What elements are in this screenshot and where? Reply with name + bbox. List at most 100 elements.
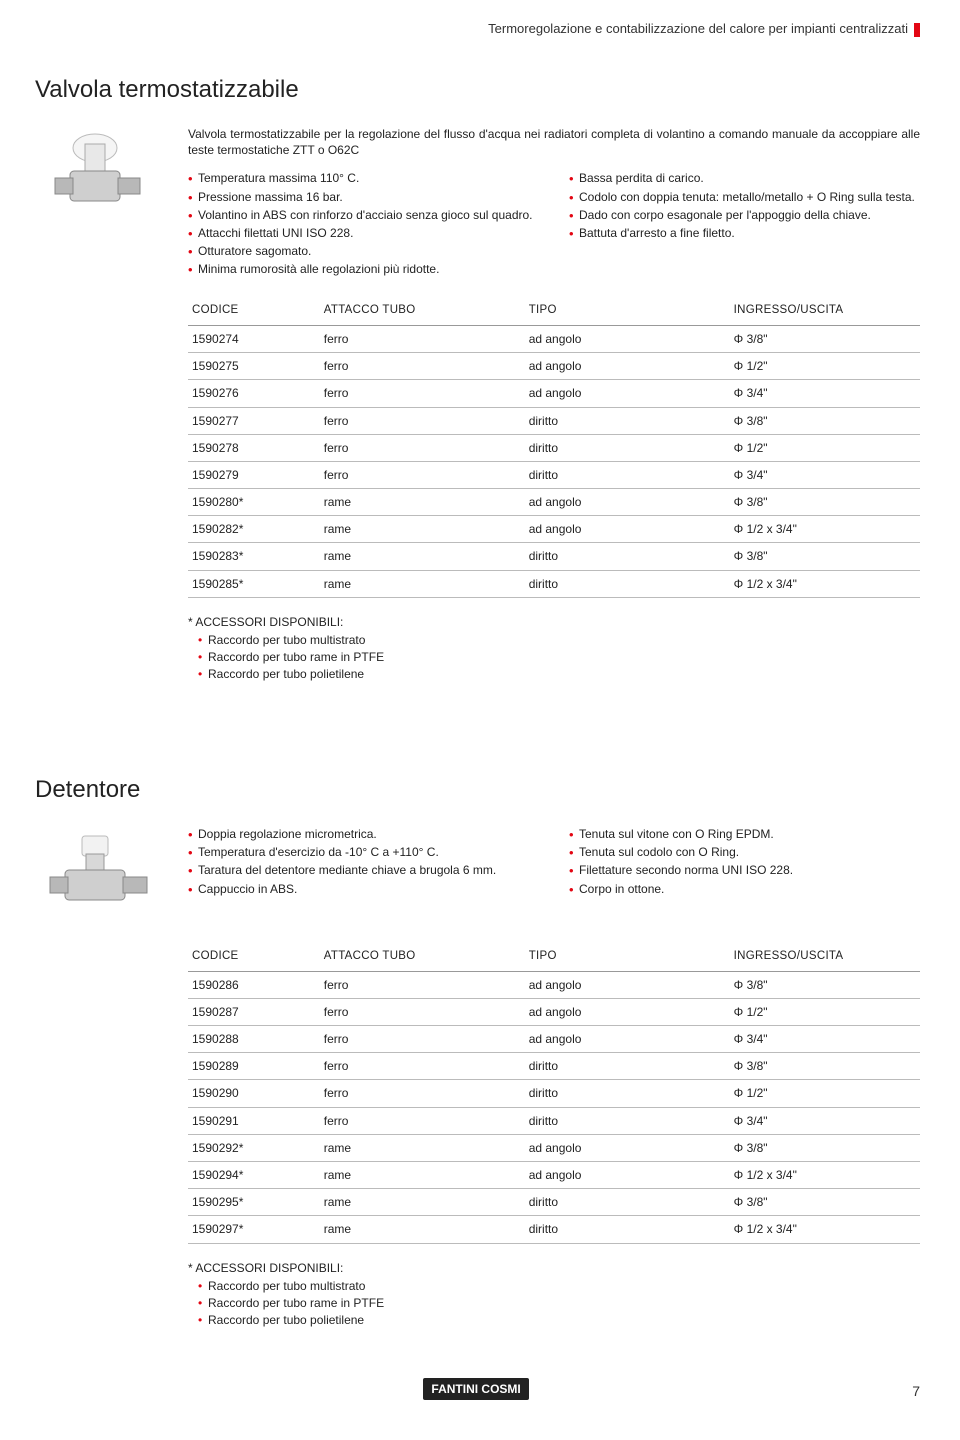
table-cell: Φ 3/4" (730, 1107, 920, 1134)
section1-right-list: Bassa perdita di carico.Codolo con doppi… (569, 170, 920, 279)
bullet-item: Taratura del detentore mediante chiave a… (188, 862, 539, 878)
table-cell: ad angolo (525, 380, 730, 407)
footer-logo: FANTINI COSMI (423, 1378, 528, 1400)
table-cell: 1590280* (188, 489, 320, 516)
table-cell: Φ 3/8" (730, 489, 920, 516)
section2-image-col (40, 826, 170, 925)
table-cell: diritto (525, 434, 730, 461)
table-cell: diritto (525, 461, 730, 488)
table-row: 1590277ferrodirittoΦ 3/8" (188, 407, 920, 434)
table-row: 1590287ferroad angoloΦ 1/2" (188, 998, 920, 1025)
table-cell: rame (320, 1161, 525, 1188)
table-cell: rame (320, 489, 525, 516)
bullet-item: Attacchi filettati UNI ISO 228. (188, 225, 539, 241)
table-cell: 1590287 (188, 998, 320, 1025)
table-cell: ferro (320, 998, 525, 1025)
table-cell: Φ 3/8" (730, 1053, 920, 1080)
section2-title: Detentore (35, 774, 920, 806)
section1-accessori-list: Raccordo per tubo multistratoRaccordo pe… (188, 632, 920, 683)
table-cell: 1590295* (188, 1189, 320, 1216)
table-cell: Φ 3/8" (730, 1189, 920, 1216)
bullet-item: Filettature secondo norma UNI ISO 228. (569, 862, 920, 878)
section2-accessori-list: Raccordo per tubo multistratoRaccordo pe… (188, 1278, 920, 1329)
bullet-item: Temperatura d'esercizio da -10° C a +110… (188, 844, 539, 860)
bullet-item: Volantino in ABS con rinforzo d'acciaio … (188, 207, 539, 223)
bullet-item: Dado con corpo esagonale per l'appoggio … (569, 207, 920, 223)
table-row: 1590289ferrodirittoΦ 3/8" (188, 1053, 920, 1080)
bullet-item: Battuta d'arresto a fine filetto. (569, 225, 920, 241)
table-cell: ad angolo (525, 1026, 730, 1053)
table-cell: ad angolo (525, 998, 730, 1025)
table-row: 1590297*ramedirittoΦ 1/2 x 3/4" (188, 1216, 920, 1243)
table-cell: 1590294* (188, 1161, 320, 1188)
table-cell: ad angolo (525, 516, 730, 543)
bullet-item: Raccordo per tubo multistrato (198, 632, 920, 648)
table-cell: diritto (525, 570, 730, 597)
section2-block: Doppia regolazione micrometrica. Temperat… (40, 826, 920, 925)
table-cell: ferro (320, 434, 525, 461)
table-cell: rame (320, 1216, 525, 1243)
table-row: 1590276ferroad angoloΦ 3/4" (188, 380, 920, 407)
header-title: Termoregolazione e contabilizzazione del… (488, 21, 908, 36)
table-cell: 1590276 (188, 380, 320, 407)
table-cell: Φ 3/4" (730, 380, 920, 407)
table-cell: diritto (525, 543, 730, 570)
table-cell: ad angolo (525, 353, 730, 380)
bullet-item: Corpo in ottone. (569, 881, 920, 897)
table-header: CODICE (188, 943, 320, 971)
detentore-image (40, 826, 160, 921)
table-header: INGRESSO/USCITA (730, 297, 920, 325)
bullet-item: Cappuccio in ABS. (188, 881, 539, 897)
table-row: 1590274ferroad angoloΦ 3/8" (188, 325, 920, 352)
table-cell: Φ 3/8" (730, 543, 920, 570)
bullet-item: Otturatore sagomato. (188, 243, 539, 259)
bullet-item: Minima rumorosità alle regolazioni più r… (188, 261, 539, 277)
table-cell: ferro (320, 380, 525, 407)
table-cell: 1590278 (188, 434, 320, 461)
table-row: 1590285*ramedirittoΦ 1/2 x 3/4" (188, 570, 920, 597)
table-cell: 1590286 (188, 971, 320, 998)
table-cell: ferro (320, 1053, 525, 1080)
table-row: 1590295*ramedirittoΦ 3/8" (188, 1189, 920, 1216)
table-cell: ferro (320, 1026, 525, 1053)
table-cell: rame (320, 543, 525, 570)
table-cell: Φ 1/2" (730, 434, 920, 461)
table-row: 1590288ferroad angoloΦ 3/4" (188, 1026, 920, 1053)
table-row: 1590286ferroad angoloΦ 3/8" (188, 971, 920, 998)
section2-bullets: Doppia regolazione micrometrica. Temperat… (188, 826, 920, 899)
bullet-item: Pressione massima 16 bar. (188, 189, 539, 205)
table-cell: ad angolo (525, 1161, 730, 1188)
section1-title: Valvola termostatizzabile (35, 74, 920, 106)
table-cell: Φ 3/8" (730, 325, 920, 352)
section1-image-col (40, 126, 170, 280)
section1-content: Valvola termostatizzabile per la regolaz… (188, 126, 920, 280)
bullet-item: Raccordo per tubo rame in PTFE (198, 1295, 920, 1311)
table-cell: Φ 1/2" (730, 998, 920, 1025)
table-cell: Φ 1/2 x 3/4" (730, 516, 920, 543)
section1-accessori: * ACCESSORI DISPONIBILI: Raccordo per tu… (188, 614, 920, 683)
table-cell: ferro (320, 461, 525, 488)
section2-table-wrap: CODICEATTACCO TUBOTIPOINGRESSO/USCITA159… (188, 943, 920, 1328)
table-cell: Φ 3/8" (730, 1134, 920, 1161)
table-cell: diritto (525, 1216, 730, 1243)
bullet-item: Raccordo per tubo polietilene (198, 666, 920, 682)
section1-intro: Valvola termostatizzabile per la regolaz… (188, 126, 920, 158)
bullet-item: Doppia regolazione micrometrica. (188, 826, 539, 842)
table-header: TIPO (525, 297, 730, 325)
section2-right-list: Tenuta sul vitone con O Ring EPDM.Tenuta… (569, 826, 920, 899)
bullet-item: Raccordo per tubo rame in PTFE (198, 649, 920, 665)
bullet-item: Raccordo per tubo multistrato (198, 1278, 920, 1294)
bullet-item: Tenuta sul codolo con O Ring. (569, 844, 920, 860)
table-cell: ferro (320, 325, 525, 352)
table-cell: 1590277 (188, 407, 320, 434)
table-cell: Φ 1/2" (730, 353, 920, 380)
table-row: 1590282*ramead angoloΦ 1/2 x 3/4" (188, 516, 920, 543)
section1-accessori-title: * ACCESSORI DISPONIBILI: (188, 614, 920, 630)
section2-table: CODICEATTACCO TUBOTIPOINGRESSO/USCITA159… (188, 943, 920, 1243)
table-row: 1590294*ramead angoloΦ 1/2 x 3/4" (188, 1161, 920, 1188)
header-accent-bar (914, 23, 920, 37)
table-cell: Φ 1/2 x 3/4" (730, 1161, 920, 1188)
section2-content: Doppia regolazione micrometrica. Temperat… (188, 826, 920, 925)
table-cell: Φ 1/2 x 3/4" (730, 570, 920, 597)
bullet-item: Codolo con doppia tenuta: metallo/metall… (569, 189, 920, 205)
